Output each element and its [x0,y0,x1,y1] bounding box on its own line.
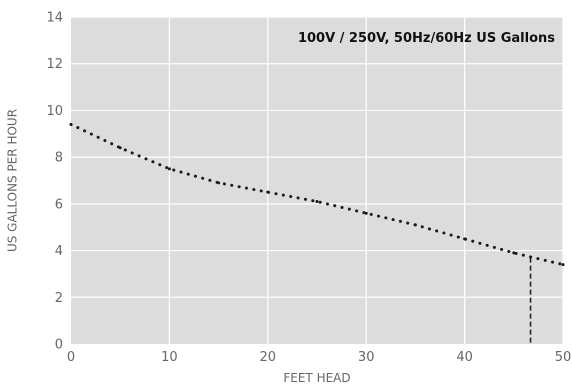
y-tick-label: 2 [55,291,63,306]
y-tick-labels: 0 2 4 6 8 10 12 14 [46,11,63,353]
data-point [512,251,516,255]
data-point [315,200,319,204]
y-axis-title: US GALLONS PER HOUR [6,109,20,252]
data-point [413,223,417,227]
x-tick-label: 40 [456,350,473,365]
x-tick-label: 50 [555,350,572,365]
y-tick-label: 0 [55,338,63,353]
data-point [463,237,467,241]
y-tick-label: 10 [46,104,63,119]
y-tick-label: 4 [55,244,63,259]
x-axis-title: FEET HEAD [283,371,350,385]
y-tick-label: 14 [46,11,63,26]
data-point [266,190,270,194]
series-line [69,122,565,267]
data-point [364,211,368,215]
x-tick-labels: 0 10 20 30 40 50 [67,350,571,365]
data-point [561,263,565,267]
plot-area [71,17,563,344]
data-point [167,167,171,171]
x-tick-label: 10 [161,350,178,365]
data-point [118,146,122,150]
series-layer [69,122,565,267]
x-tick-label: 30 [358,350,375,365]
chart-annotation: 100V / 250V, 50Hz/60Hz US Gallons [298,31,555,46]
data-point [217,181,221,185]
y-tick-label: 12 [46,57,63,72]
grid-lines [71,16,564,344]
y-tick-label: 8 [55,151,63,166]
x-tick-label: 0 [67,350,75,365]
data-point [69,122,73,126]
x-tick-label: 20 [260,350,277,365]
y-tick-label: 6 [55,197,63,212]
